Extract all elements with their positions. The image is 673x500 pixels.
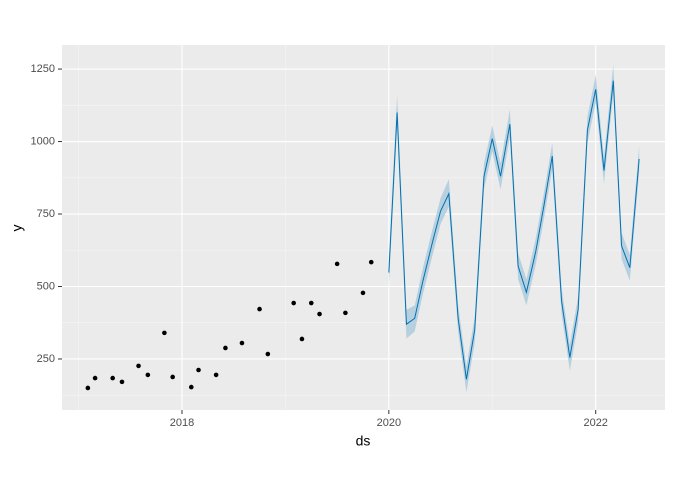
data-point	[188, 384, 194, 390]
uncertainty-band	[388, 64, 640, 393]
forecast-line	[388, 80, 640, 380]
data-point	[85, 385, 91, 391]
data-point	[196, 367, 201, 373]
data-point	[317, 311, 322, 317]
data-point	[299, 336, 305, 342]
plot-panel	[62, 45, 665, 410]
data-point	[360, 290, 366, 296]
data-point	[170, 374, 175, 380]
data-point	[308, 300, 314, 306]
data-point	[334, 261, 340, 267]
data-point	[257, 306, 262, 312]
y-axis-title: y	[9, 225, 25, 232]
data-point	[213, 372, 219, 378]
data-point	[136, 363, 141, 369]
x-tick-label: 2020	[377, 417, 401, 429]
data-point	[162, 330, 167, 336]
data-point	[239, 340, 245, 346]
data-point	[92, 375, 98, 381]
y-tick-label: 500	[37, 280, 55, 292]
data-point	[343, 310, 348, 316]
y-tick-label: 250	[37, 353, 55, 365]
x-tick-label: 2018	[170, 417, 194, 429]
y-tick-label: 1000	[31, 135, 55, 147]
data-point	[265, 351, 271, 357]
data-point	[368, 259, 374, 265]
x-axis-title: ds	[356, 433, 371, 449]
data-point	[223, 345, 228, 351]
data-point	[145, 372, 151, 378]
data-point	[291, 300, 296, 306]
y-tick-label: 750	[37, 208, 55, 220]
data-point	[119, 379, 125, 385]
x-tick-label: 2022	[583, 417, 607, 429]
y-tick-label: 1250	[31, 63, 55, 75]
data-point	[110, 375, 115, 381]
